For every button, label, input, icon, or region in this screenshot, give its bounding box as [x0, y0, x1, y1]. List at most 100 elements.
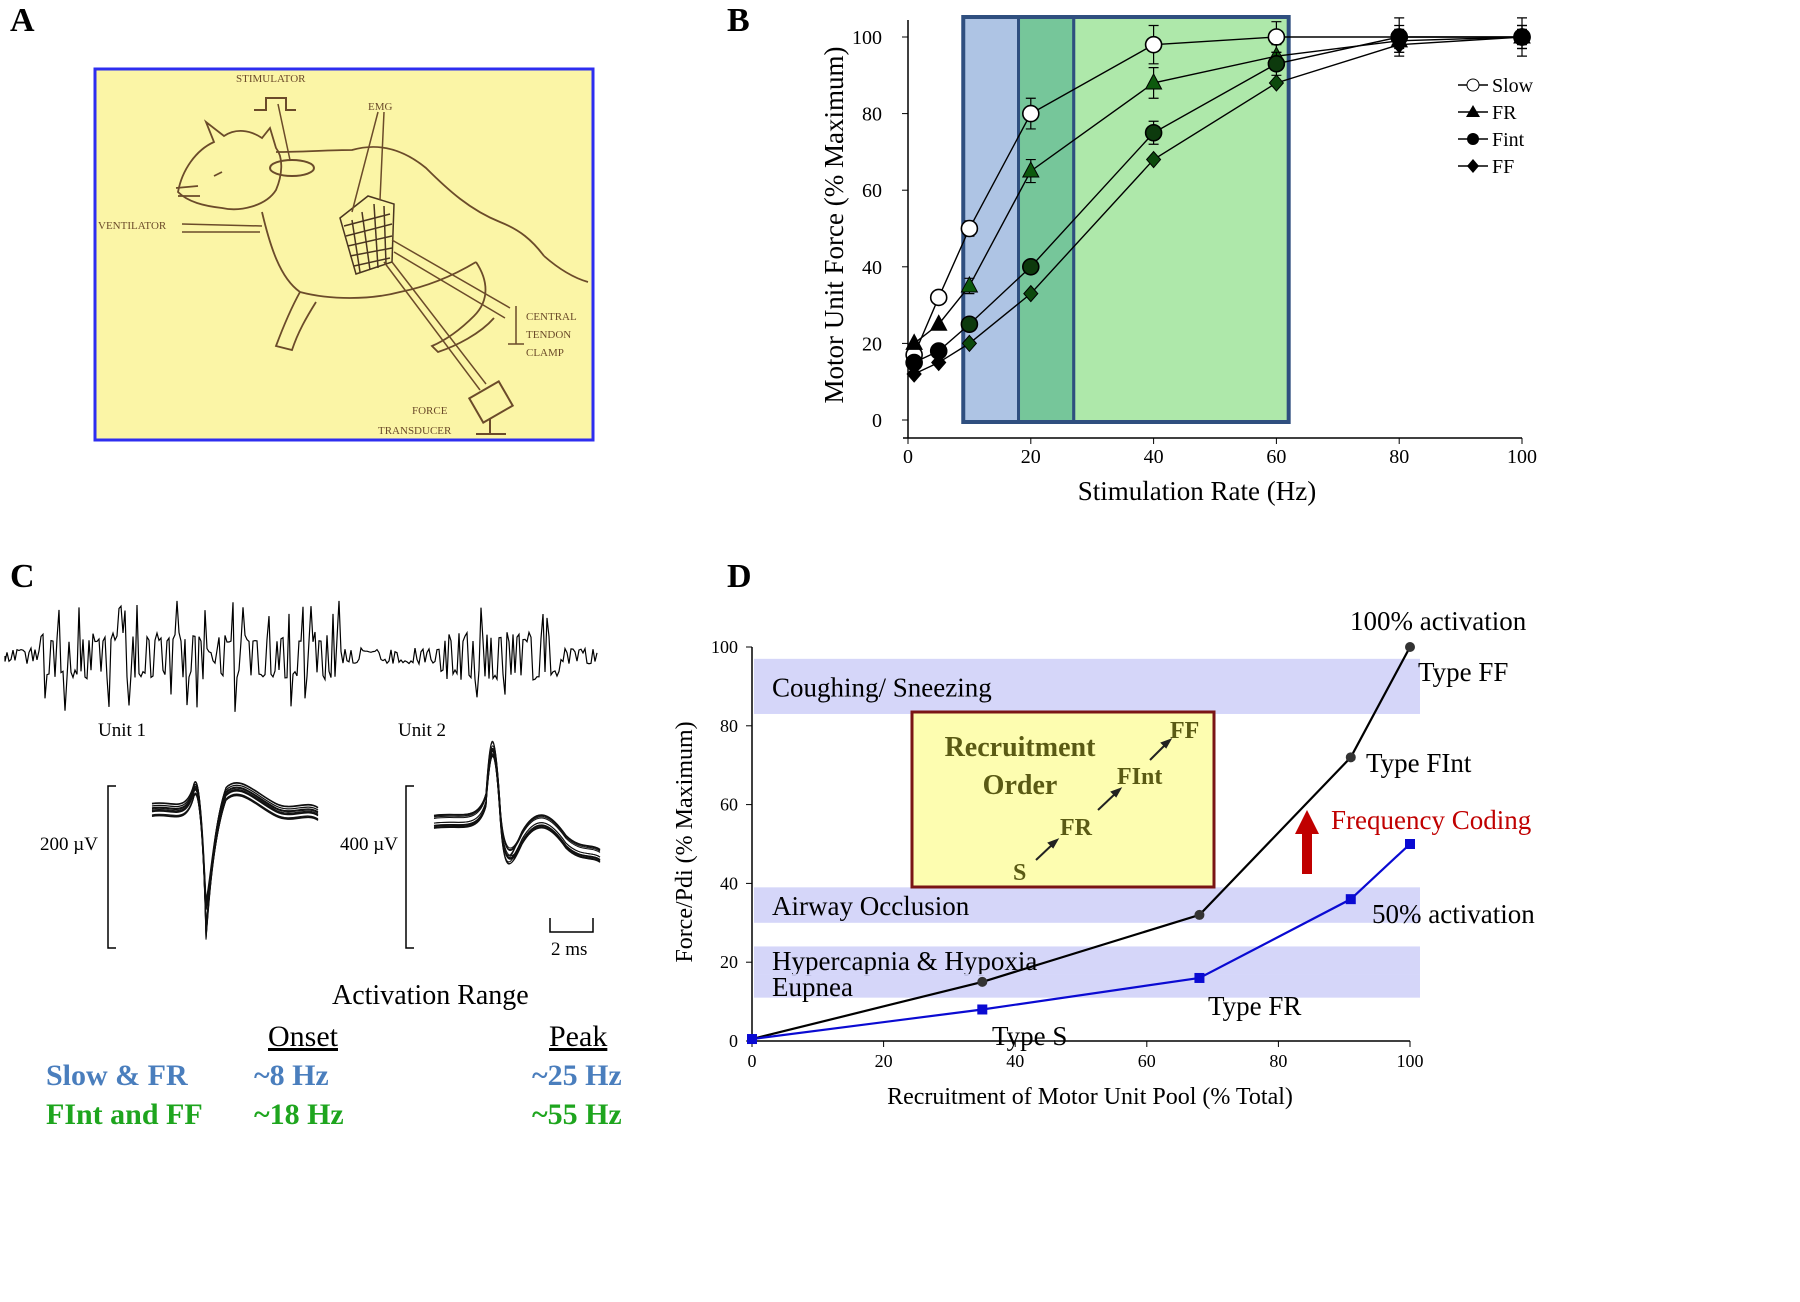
unit1-waveform [151, 792, 319, 911]
b-point-fint [1144, 123, 1163, 142]
peak-header: Peak [549, 1020, 608, 1053]
annot-type-fr: Type FR [1208, 991, 1301, 1021]
d-y-tick-label: 0 [729, 1031, 738, 1051]
d-y-tick-label: 40 [720, 873, 738, 893]
b-y-axis-label: Motor Unit Force (% Maximum) [819, 47, 849, 404]
force-transducer-box [467, 380, 515, 424]
d-x-tick-label: 20 [875, 1051, 893, 1071]
d-point-50 [1345, 894, 1356, 905]
d-band-1 [754, 887, 1420, 923]
activation-range-title: Activation Range [332, 980, 529, 1011]
b-point-fr [1144, 72, 1163, 90]
b-point-slow [1022, 104, 1040, 123]
b-y-tick-label: 100 [852, 27, 882, 49]
time-scale-label: 2 ms [551, 939, 587, 960]
b-y-tick-label: 0 [872, 410, 882, 432]
panel-label-b: B [727, 2, 750, 39]
b-x-tick-label: 80 [1389, 446, 1409, 468]
b-point-fr [929, 314, 948, 331]
b-y-tick-label: 40 [862, 257, 882, 279]
label-clamp: CLAMP [526, 347, 564, 359]
d-point-100 [977, 976, 988, 987]
annot-type-fint: Type FInt [1366, 748, 1472, 778]
d-band-label-2: Hypercapnia & Hypoxia [772, 946, 1037, 976]
unit1-waveform [151, 788, 319, 935]
d-series-1 [747, 839, 1415, 1045]
b-point-ff [906, 365, 922, 383]
b-line-slow [913, 36, 1522, 356]
b-series-ff [906, 28, 1530, 383]
b-line-ff [913, 36, 1523, 375]
row-fint-ff-onset: ~18 Hz [254, 1098, 344, 1131]
b-point-ff [1391, 35, 1407, 54]
recruitment-title: Recruitment [945, 732, 1097, 763]
d-x-tick-label: 60 [1138, 1051, 1156, 1071]
label-central: CENTRAL [526, 311, 577, 323]
d-band-label-1: Airway Occlusion [772, 891, 970, 921]
b-point-slow [960, 219, 979, 238]
d-point-100 [1345, 752, 1356, 763]
row-slow-fr-peak: ~25 Hz [532, 1059, 622, 1092]
b-shaded-region-0 [961, 15, 1021, 424]
panel-label-c: C [10, 558, 35, 595]
d-x-tick-label: 0 [748, 1051, 757, 1071]
b-x-tick-label: 20 [1021, 446, 1041, 468]
b-line-fr [913, 36, 1523, 344]
d-band-2 [754, 946, 1420, 975]
d-band-label-3: Eupnea [772, 972, 853, 1002]
b-legend-label: Slow [1492, 75, 1534, 97]
emg-trace [4, 600, 598, 712]
row-fint-ff-label: FInt and FF [46, 1098, 203, 1131]
d-point-100 [1405, 642, 1415, 652]
b-x-tick-label: 60 [1266, 446, 1286, 468]
onset-header: Onset [268, 1020, 338, 1053]
time-scale-bar [549, 918, 594, 933]
b-legend-label: FR [1492, 102, 1517, 124]
panel-label-d: D [727, 558, 752, 595]
b-point-ff [931, 353, 947, 372]
b-y-tick-label: 60 [862, 180, 882, 202]
unit2-label: Unit 2 [398, 720, 446, 741]
unit1-waveforms [151, 781, 319, 940]
scale-bar-400uv [405, 785, 414, 949]
b-legend-marker [1467, 133, 1479, 145]
d-y-tick-label: 100 [711, 637, 738, 657]
b-point-fint [1267, 55, 1286, 73]
b-y-tick-label: 20 [862, 333, 882, 355]
label-stimulator: STIMULATOR [236, 73, 306, 85]
unit2-waveform [433, 750, 601, 863]
diaphragm-mesh [339, 195, 395, 275]
recruit-fint: FInt [1117, 764, 1162, 790]
b-point-fint [1022, 257, 1040, 276]
b-legend-marker [1466, 105, 1480, 117]
recruitment-order-box [910, 710, 1216, 889]
b-legend-marker [1466, 78, 1480, 92]
stimulator-pulse [254, 97, 296, 111]
b-point-fr [905, 333, 923, 350]
b-point-ff [961, 334, 978, 353]
b-point-ff [1268, 74, 1285, 92]
label-emg: EMG [368, 101, 393, 113]
row-slow-fr-onset: ~8 Hz [254, 1059, 329, 1092]
d-point-50 [977, 1004, 988, 1015]
annot-100-activation: 100% activation [1350, 606, 1527, 636]
recruit-s: S [1013, 860, 1026, 886]
unit1-label: Unit 1 [98, 720, 146, 741]
annot-50-activation: 50% activation [1372, 899, 1535, 929]
b-x-axis-label: Stimulation Rate (Hz) [1078, 476, 1316, 506]
b-x-tick-label: 40 [1144, 446, 1164, 468]
panel-b-chart: 0 20 40 60 80 100 0 20 40 60 80 100 Slow FR Fint FF St… [819, 15, 1537, 506]
label-tendon: TENDON [526, 329, 571, 341]
d-point-50 [1405, 839, 1415, 849]
b-region-border [961, 15, 1291, 424]
d-y-axis-label: Force/Pdi (% Maximum) [672, 721, 698, 962]
d-y-tick-label: 80 [720, 716, 738, 736]
b-x-tick-label: 100 [1507, 446, 1537, 468]
b-y-tick-label: 80 [862, 104, 882, 126]
recruit-fr: FR [1060, 815, 1093, 841]
d-point-50 [747, 1034, 757, 1045]
row-fint-ff-peak: ~55 Hz [532, 1098, 622, 1131]
d-band-label-0: Coughing/ Sneezing [772, 672, 992, 702]
d-y-tick-label: 60 [720, 795, 738, 815]
diagram-frame [93, 67, 595, 442]
